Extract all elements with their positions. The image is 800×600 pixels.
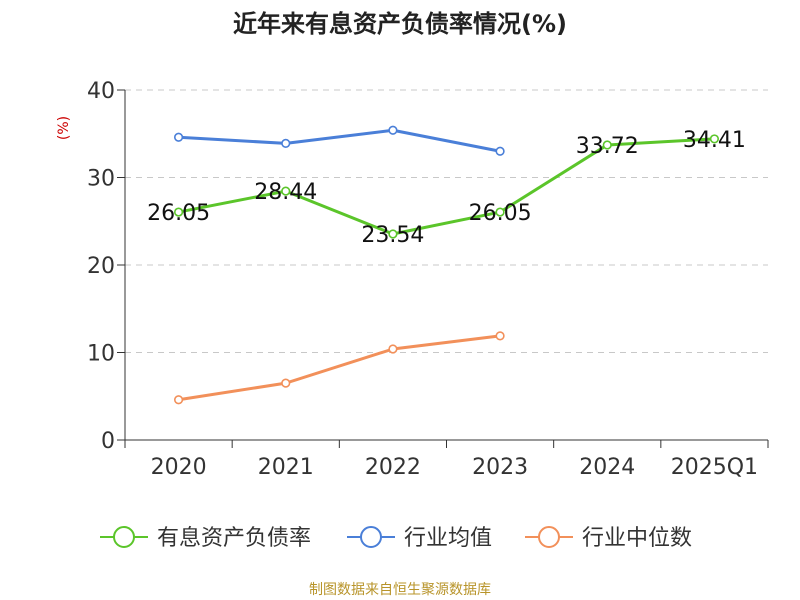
x-tick-label-2025Q1: 2025Q1 xyxy=(671,455,758,480)
data-point-1-3 xyxy=(495,146,505,156)
data-point-1-2 xyxy=(388,125,398,135)
data-point-0-2 xyxy=(388,229,398,239)
data-point-2-1 xyxy=(281,378,291,388)
x-tick-label-2022: 2022 xyxy=(365,455,421,480)
source-note: 制图数据来自恒生聚源数据库 xyxy=(309,582,491,598)
data-point-2-3 xyxy=(495,331,505,341)
data-label-4: 33.72 xyxy=(576,134,639,159)
data-point-1-1 xyxy=(281,138,291,148)
chart-title: 近年来有息资产负债率情况(%) xyxy=(233,10,567,38)
y-tick-label-0: 0 xyxy=(101,429,115,454)
y-tick-label-20: 20 xyxy=(87,254,115,279)
legend-label-0: 有息资产负债率 xyxy=(157,526,311,551)
y-tick-label-10: 10 xyxy=(87,342,115,367)
legend: 有息资产负债率 行业均值 行业中位数 xyxy=(100,526,692,551)
x-tick-label-2023: 2023 xyxy=(472,455,528,480)
legend-marker-0 xyxy=(113,526,135,548)
data-point-2-0 xyxy=(173,395,184,405)
x-tick-label-2021: 2021 xyxy=(258,455,314,480)
data-label-3: 26.05 xyxy=(469,201,532,226)
x-tick-label-2024: 2024 xyxy=(579,455,635,480)
data-point-0-1 xyxy=(281,186,291,196)
data-label-1: 28.44 xyxy=(254,180,317,205)
data-point-1-0 xyxy=(173,132,184,142)
y-axis-label: (%) xyxy=(56,116,72,140)
y-tick-label-40: 40 xyxy=(87,79,115,104)
grid-lines xyxy=(125,89,768,353)
data-point-2-2 xyxy=(388,344,398,354)
series-line-1 xyxy=(178,128,501,153)
data-label-5: 34.41 xyxy=(683,128,746,153)
data-point-0-3 xyxy=(495,207,505,217)
data-labels: 26.05 28.44 23.54 26.05 33.72 34.41 xyxy=(147,128,746,248)
x-tick-label-2020: 2020 xyxy=(151,455,207,480)
data-point-0-0 xyxy=(173,207,184,217)
data-point-0-5 xyxy=(709,134,720,144)
series-line-2 xyxy=(178,334,501,402)
series-group xyxy=(173,125,720,405)
series-line-0 xyxy=(178,137,715,236)
data-point-0-4 xyxy=(602,140,612,150)
legend-label-1: 行业均值 xyxy=(404,526,492,551)
legend-marker-2 xyxy=(538,526,560,548)
legend-label-2: 行业中位数 xyxy=(582,526,692,551)
data-label-2: 23.54 xyxy=(361,223,424,248)
y-tick-label-30: 30 xyxy=(87,167,115,192)
axes: 0 10 20 30 40 2020 2021 2022 2023 2024 2025Q1 xyxy=(87,79,769,480)
data-label-0: 26.05 xyxy=(147,201,210,226)
legend-marker-1 xyxy=(360,526,382,548)
